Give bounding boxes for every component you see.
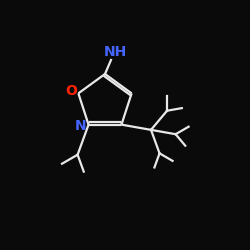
Text: NH: NH: [104, 45, 127, 59]
Text: O: O: [66, 84, 77, 98]
Text: N: N: [75, 119, 86, 133]
